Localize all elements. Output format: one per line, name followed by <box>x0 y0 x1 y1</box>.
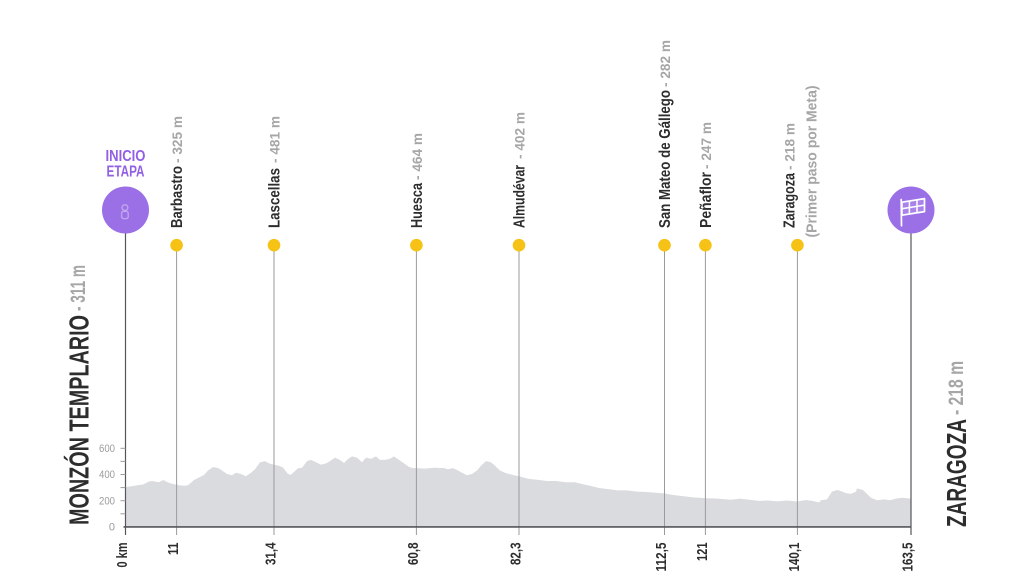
svg-text:112,5: 112,5 <box>653 543 670 572</box>
svg-text:82,3: 82,3 <box>508 543 525 566</box>
svg-text:INICIO: INICIO <box>106 148 146 165</box>
svg-text:San Mateo de Gállego: San Mateo de Gállego <box>657 90 674 228</box>
svg-text:Lascellas: Lascellas <box>266 168 283 228</box>
svg-text:0: 0 <box>109 522 115 534</box>
svg-text:200: 200 <box>99 495 115 507</box>
svg-text:400: 400 <box>99 469 115 481</box>
svg-text:- 311 m: - 311 m <box>67 265 90 311</box>
svg-text:- 247 m: - 247 m <box>699 122 714 169</box>
svg-text:- 402 m: - 402 m <box>512 112 527 159</box>
svg-text:Huesca: Huesca <box>409 183 426 228</box>
svg-text:600: 600 <box>99 443 115 455</box>
svg-text:31,4: 31,4 <box>263 542 280 565</box>
svg-text:11: 11 <box>165 543 182 556</box>
svg-text:- 282 m: - 282 m <box>658 40 673 87</box>
svg-text:163,5: 163,5 <box>900 543 917 572</box>
svg-text:- 481 m: - 481 m <box>267 116 282 163</box>
svg-text:140,1: 140,1 <box>786 543 803 572</box>
svg-text:ETAPA: ETAPA <box>107 164 145 181</box>
svg-text:Zaragoza: Zaragoza <box>781 173 798 228</box>
svg-text:- 325 m: - 325 m <box>170 116 185 163</box>
svg-text:- 464 m: - 464 m <box>410 133 425 180</box>
svg-text:Barbastro: Barbastro <box>169 166 186 228</box>
svg-text:0 km: 0 km <box>114 543 131 568</box>
svg-text:MONZÓN TEMPLARIO: MONZÓN TEMPLARIO <box>64 315 95 525</box>
svg-text:121: 121 <box>694 543 711 562</box>
svg-text:- 218 m: - 218 m <box>945 361 968 415</box>
svg-text:(Primer paso por Meta): (Primer paso por Meta) <box>804 86 821 238</box>
svg-text:- 218 m: - 218 m <box>782 123 797 170</box>
svg-text:Almudévar: Almudévar <box>511 165 528 228</box>
svg-text:Peñaflor: Peñaflor <box>698 172 715 228</box>
svg-text:ZARAGOZA: ZARAGOZA <box>941 419 972 527</box>
svg-text:60,8: 60,8 <box>405 543 422 566</box>
